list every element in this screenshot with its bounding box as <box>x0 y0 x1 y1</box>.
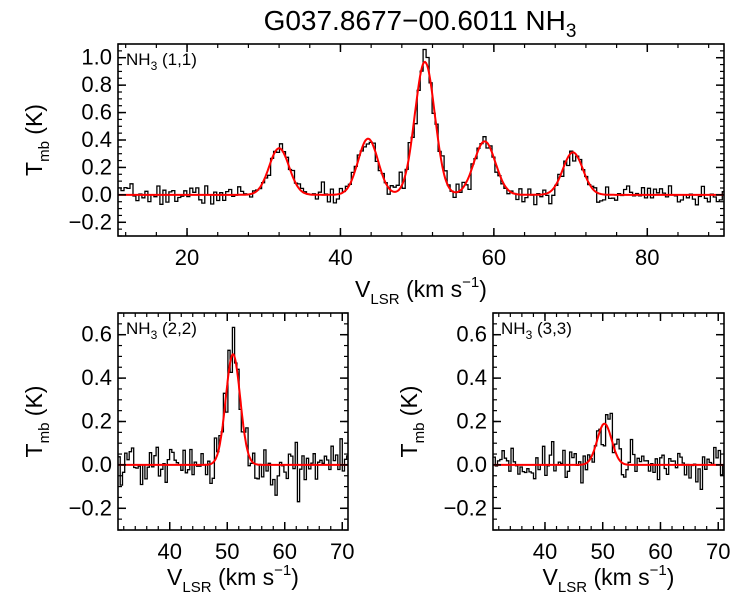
x-tick-label: 40 <box>158 539 182 564</box>
y-tick-label: 0.2 <box>81 154 112 179</box>
y-tick-label: 0.6 <box>456 322 487 347</box>
y-tick-label: 0.8 <box>81 72 112 97</box>
spectrum-histogram-bottom-left <box>118 326 348 503</box>
y-tick-label: 0.0 <box>81 182 112 207</box>
y-tick-label: 0.4 <box>456 365 487 390</box>
x-tick-label: 60 <box>273 539 297 564</box>
fit-curve-bottom-right <box>493 422 724 466</box>
panel-bottom-right: 40 50 60 70 −0.2 0.0 0.2 0.4 0.6 NH3 (3,3) Tmb (K)… <box>396 312 730 596</box>
y-tick-label: 0.6 <box>81 322 112 347</box>
panel-bottom-left: 40 50 60 70 −0.2 0.0 0.2 0.4 0.6 NH3 (2,2) Tmb (K)… <box>21 312 354 596</box>
figure-title: G037.8677−00.6011 NH3 <box>264 5 577 42</box>
y-axis-label: Tmb (K) <box>21 104 53 176</box>
x-tick-label: 20 <box>175 245 199 270</box>
x-axis-label: VLSR (km s−1) <box>543 562 675 596</box>
y-tick-label: 0.6 <box>81 100 112 125</box>
panel-label-bottom-left: NH3 (2,2) <box>126 319 197 342</box>
x-axis-label: VLSR (km s−1) <box>355 274 487 308</box>
y-axis-label: Tmb (K) <box>21 386 53 458</box>
y-tick-label: 0.4 <box>81 127 112 152</box>
y-tick-label: 1.0 <box>81 45 112 70</box>
x-tick-label: 50 <box>590 539 614 564</box>
y-tick-label: 0.2 <box>81 409 112 434</box>
x-tick-label: 50 <box>215 539 239 564</box>
x-tick-label: 80 <box>635 245 659 270</box>
x-tick-label: 70 <box>330 539 354 564</box>
y-tick-label: 0.4 <box>81 365 112 390</box>
x-tick-label: 40 <box>533 539 557 564</box>
y-tick-label: 0.0 <box>456 452 487 477</box>
panel-top: 20 40 60 80 −0.20.0 0.20.40.6 0.81.0 NH3 (1,1) T… <box>21 43 725 308</box>
spectrum-histogram-bottom-right <box>493 412 724 491</box>
y-tick-label: −0.2 <box>444 495 487 520</box>
y-axis-label: Tmb (K) <box>396 386 428 458</box>
panel-label-top: NH3 (1,1) <box>126 50 197 73</box>
x-axis-label: VLSR (km s−1) <box>167 562 299 596</box>
y-tick-label: 0.2 <box>456 409 487 434</box>
x-tick-label: 70 <box>706 539 730 564</box>
y-tick-label: −0.2 <box>69 495 112 520</box>
axes-frame-bottom-right <box>492 312 725 531</box>
panels: 20 40 60 80−0.20.00.20.40.60.81.0 NH3 (1,1)T… <box>21 43 730 596</box>
x-tick-label: 60 <box>648 539 672 564</box>
y-tick-label: −0.2 <box>69 209 112 234</box>
panel-label-bottom-right: NH3 (3,3) <box>501 319 572 342</box>
fit-curve-top <box>118 60 724 196</box>
x-tick-label: 40 <box>328 245 352 270</box>
x-tick-label: 60 <box>482 245 506 270</box>
y-tick-label: 0.0 <box>81 452 112 477</box>
fit-curve-bottom-left <box>118 353 348 466</box>
